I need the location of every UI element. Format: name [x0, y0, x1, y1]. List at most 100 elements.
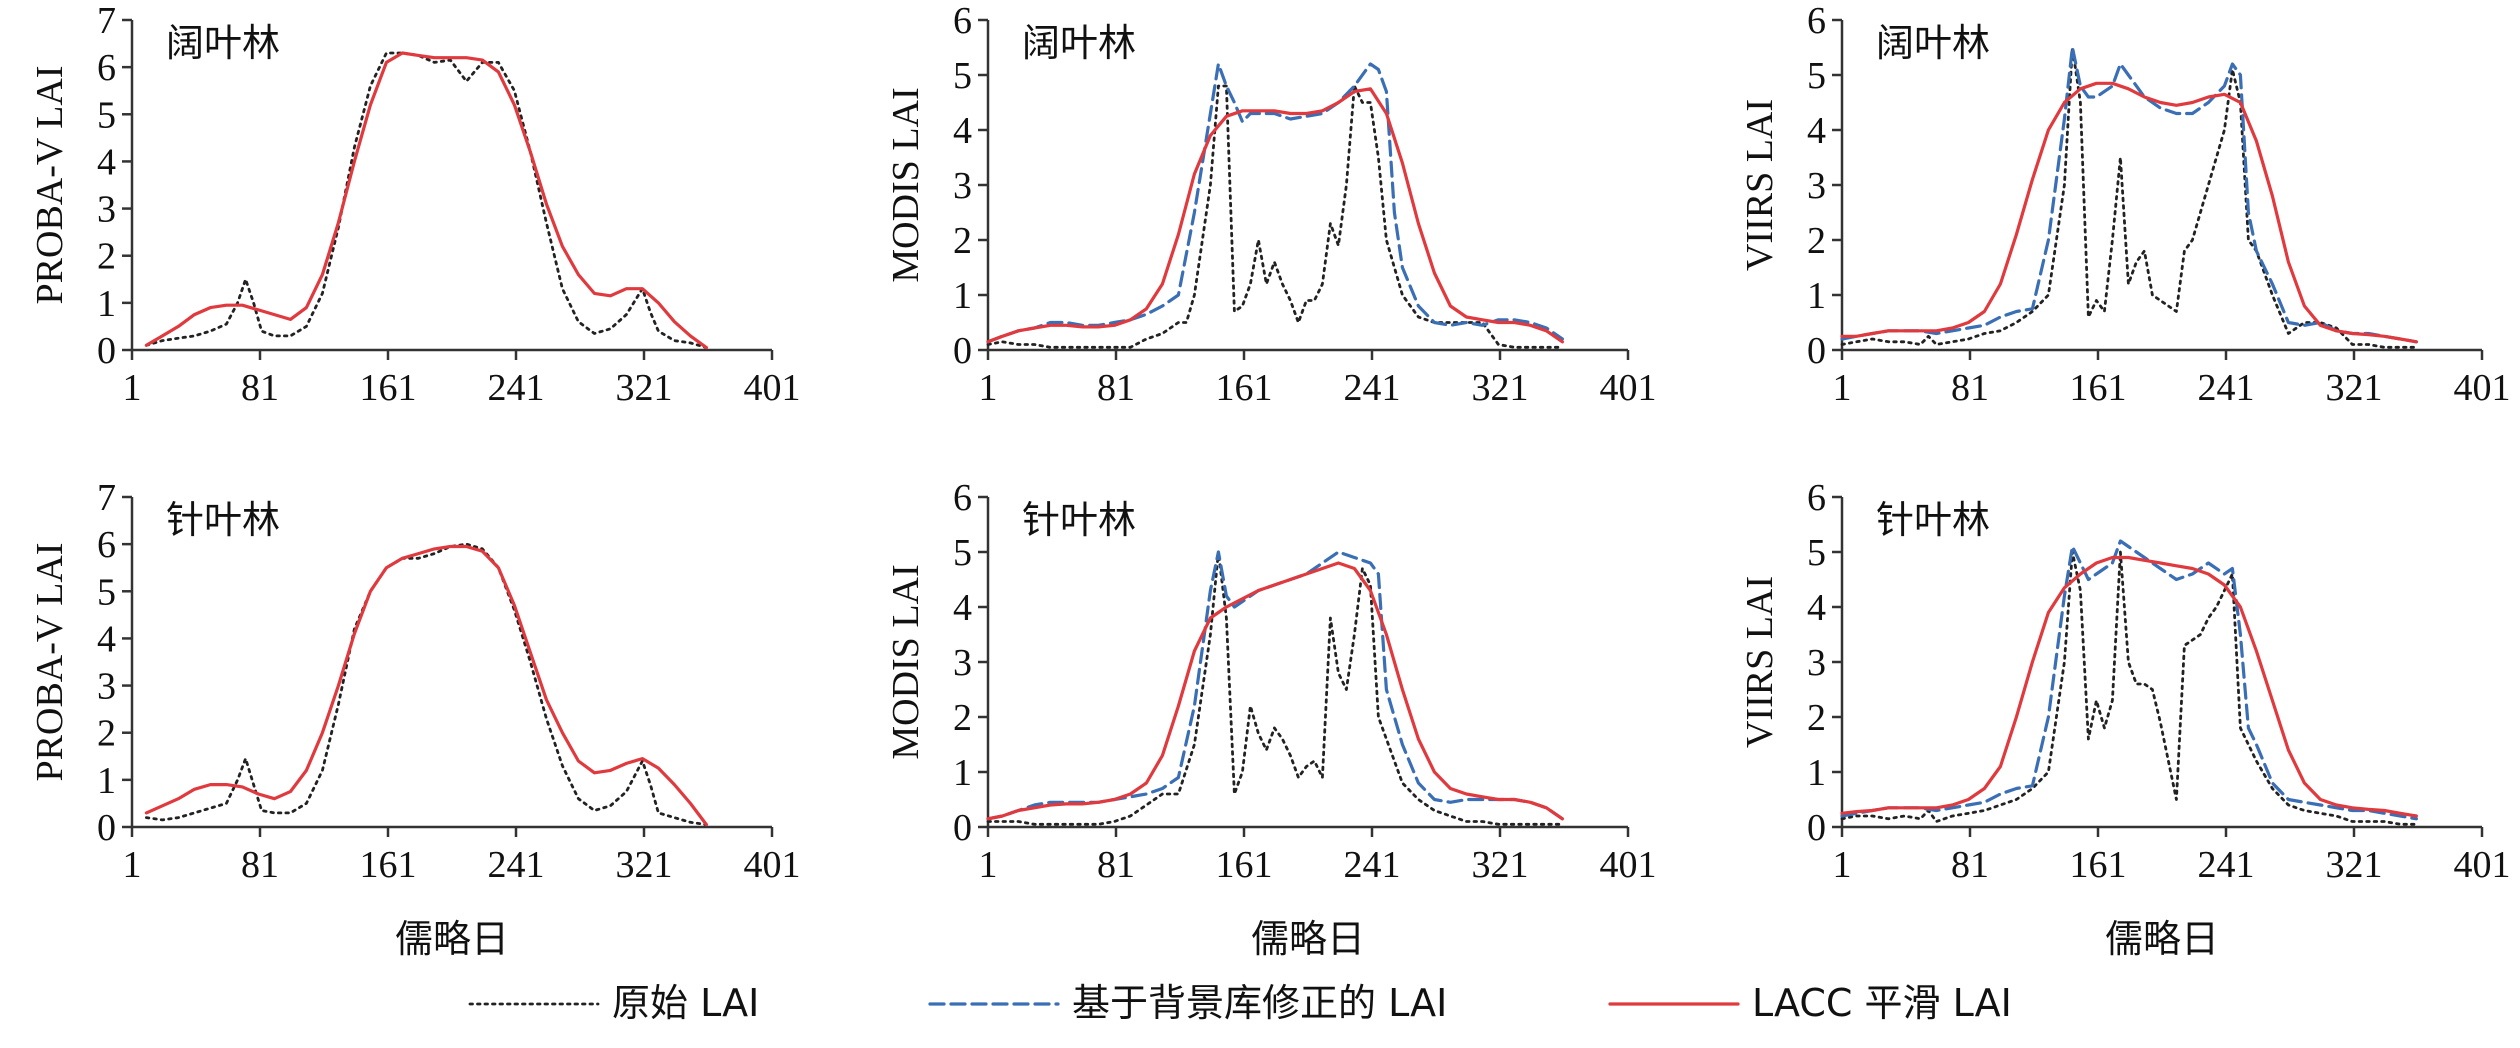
y-tick-label: 2 — [97, 236, 116, 278]
y-tick-label: 7 — [97, 0, 116, 42]
y-tick-label: 4 — [953, 587, 972, 629]
x-tick-label: 161 — [2070, 367, 2127, 409]
series-line-lacc — [1840, 555, 2418, 818]
x-axis-label: 儒略日 — [395, 917, 509, 961]
y-axis-label: MODIS LAI — [885, 564, 927, 759]
x-tick-label: 321 — [2326, 367, 2383, 409]
x-tick-label: 161 — [360, 367, 417, 409]
x-tick-label: 321 — [616, 367, 673, 409]
x-tick-label: 81 — [1951, 844, 1989, 886]
x-tick-label: 161 — [360, 844, 417, 886]
y-tick-label: 0 — [1807, 330, 1826, 372]
y-tick-label: 4 — [97, 141, 116, 183]
y-tick-label: 6 — [1807, 0, 1826, 42]
x-tick-label: 81 — [1097, 844, 1135, 886]
x-tick-label: 161 — [2070, 844, 2127, 886]
y-axis-label: MODIS LAI — [885, 87, 927, 282]
y-tick-label: 4 — [1807, 110, 1826, 152]
series-line-lacc — [144, 544, 709, 827]
x-tick-label: 81 — [1951, 367, 1989, 409]
y-tick-label: 0 — [1807, 807, 1826, 849]
series-line-raw — [144, 542, 708, 826]
y-tick-label: 4 — [97, 618, 116, 660]
y-tick-label: 5 — [1807, 55, 1826, 97]
x-tick-label: 321 — [2326, 844, 2383, 886]
y-axis-label: VIIRS LAI — [1739, 99, 1781, 271]
y-tick-label: 0 — [97, 807, 116, 849]
series-line-raw — [1840, 46, 2418, 349]
y-tick-label: 2 — [953, 697, 972, 739]
x-tick-label: 241 — [2198, 367, 2255, 409]
y-tick-label: 1 — [1807, 752, 1826, 794]
x-tick-label: 241 — [488, 844, 545, 886]
panel-title: 阔叶林 — [166, 21, 280, 65]
x-tick-label: 1 — [123, 367, 142, 409]
y-tick-label: 6 — [953, 477, 972, 519]
y-tick-label: 1 — [97, 760, 116, 802]
x-tick-label: 161 — [1216, 844, 1273, 886]
panel-title: 阔叶林 — [1876, 21, 1990, 65]
panel-title: 针叶林 — [166, 498, 280, 542]
y-tick-label: 5 — [97, 94, 116, 136]
y-axis-label: PROBA-V LAI — [29, 543, 71, 782]
y-tick-label: 7 — [97, 477, 116, 519]
x-tick-label: 1 — [123, 844, 142, 886]
series-line-bg — [1840, 45, 2418, 344]
x-tick-label: 321 — [616, 844, 673, 886]
series-line-raw — [144, 51, 708, 350]
y-tick-label: 6 — [97, 47, 116, 89]
legend-label-bg: 基于背景库修正的 LAI — [1072, 981, 1447, 1025]
y-tick-label: 6 — [97, 524, 116, 566]
y-tick-label: 1 — [953, 752, 972, 794]
x-tick-label: 241 — [1344, 367, 1401, 409]
y-tick-label: 5 — [1807, 532, 1826, 574]
x-tick-label: 321 — [1472, 367, 1529, 409]
series-line-raw — [1840, 550, 2418, 826]
x-tick-label: 401 — [744, 844, 801, 886]
y-tick-label: 0 — [953, 807, 972, 849]
legend-label-raw: 原始 LAI — [612, 981, 759, 1025]
y-tick-label: 1 — [97, 283, 116, 325]
y-tick-label: 3 — [97, 666, 116, 708]
y-tick-label: 2 — [97, 713, 116, 755]
series-line-lacc — [1840, 81, 2418, 344]
y-tick-label: 0 — [953, 330, 972, 372]
y-tick-label: 3 — [1807, 642, 1826, 684]
x-tick-label: 401 — [2454, 367, 2511, 409]
y-axis-label: VIIRS LAI — [1739, 576, 1781, 748]
y-tick-label: 3 — [953, 642, 972, 684]
series-line-lacc — [144, 51, 709, 350]
y-tick-label: 1 — [1807, 275, 1826, 317]
y-tick-label: 1 — [953, 275, 972, 317]
y-tick-label: 6 — [953, 0, 972, 42]
legend: 原始 LAI 基于背景库修正的 LAI LACC 平滑 LAI — [468, 981, 2012, 1025]
y-tick-label: 5 — [97, 571, 116, 613]
x-tick-label: 1 — [979, 844, 998, 886]
y-tick-label: 3 — [97, 189, 116, 231]
y-tick-label: 3 — [1807, 165, 1826, 207]
x-tick-label: 1 — [1833, 844, 1852, 886]
x-tick-label: 401 — [1600, 367, 1657, 409]
series-line-lacc — [986, 561, 1565, 821]
series-line-lacc — [986, 87, 1565, 344]
y-tick-label: 4 — [953, 110, 972, 152]
x-tick-label: 161 — [1216, 367, 1273, 409]
y-tick-label: 6 — [1807, 477, 1826, 519]
x-tick-label: 81 — [241, 367, 279, 409]
x-tick-label: 401 — [2454, 844, 2511, 886]
series-line-bg — [1840, 539, 2418, 821]
y-tick-label: 5 — [953, 532, 972, 574]
x-tick-label: 241 — [2198, 844, 2255, 886]
x-tick-label: 241 — [1344, 844, 1401, 886]
legend-label-lacc: LACC 平滑 LAI — [1752, 981, 2012, 1025]
y-tick-label: 2 — [1807, 220, 1826, 262]
y-tick-label: 2 — [953, 220, 972, 262]
x-tick-label: 81 — [241, 844, 279, 886]
